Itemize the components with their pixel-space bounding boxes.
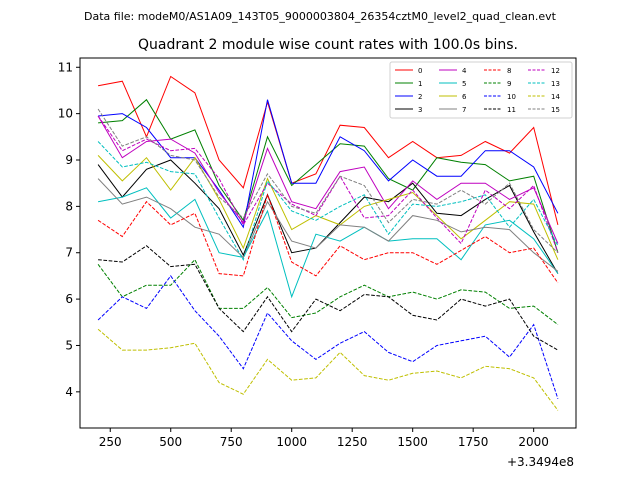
y-tick-label: 10 <box>58 107 73 121</box>
y-tick-label: 4 <box>65 385 73 399</box>
series-line-5 <box>98 187 559 299</box>
series-line-12 <box>97 115 559 253</box>
legend-label-7: 7 <box>462 106 466 114</box>
legend-label-15: 15 <box>551 106 560 114</box>
legend-label-6: 6 <box>462 93 467 101</box>
y-tick-label: 7 <box>65 246 73 260</box>
series-line-10 <box>97 275 559 399</box>
series-line-4 <box>97 115 559 244</box>
legend-label-10: 10 <box>507 93 516 101</box>
legend-label-5: 5 <box>462 80 466 88</box>
series-line-14 <box>97 328 559 411</box>
x-tick-label: 2000 <box>518 435 549 449</box>
series-line-1 <box>98 98 559 253</box>
legend-label-13: 13 <box>551 80 560 88</box>
x-tick-label: 1000 <box>276 435 307 449</box>
chart-suptitle: Data file: modeM0/AS1A09_143T05_90000038… <box>84 10 557 23</box>
legend-label-9: 9 <box>507 80 511 88</box>
legend-label-3: 3 <box>418 106 422 114</box>
x-tick-label: 250 <box>99 435 122 449</box>
series-line-13 <box>97 141 559 261</box>
x-tick-label: 1250 <box>337 435 368 449</box>
legend-label-0: 0 <box>418 67 422 75</box>
x-tick-label: 750 <box>220 435 243 449</box>
legend-frame <box>389 61 573 119</box>
series-line-11 <box>98 245 559 351</box>
y-tick-label: 8 <box>65 199 73 213</box>
legend-label-2: 2 <box>418 93 422 101</box>
series-line-6 <box>97 155 559 260</box>
series-line-2 <box>98 99 559 229</box>
legend-label-4: 4 <box>462 67 467 75</box>
series-line-7 <box>97 178 559 272</box>
legend-label-14: 14 <box>551 93 560 101</box>
plot-area <box>79 57 577 429</box>
legend-label-11: 11 <box>507 106 516 114</box>
y-tick-label: 5 <box>65 338 73 352</box>
x-tick-label: 1500 <box>397 435 428 449</box>
series-layer <box>97 75 559 411</box>
y-tick-label: 9 <box>65 153 73 167</box>
y-axis: 4 5 6 7 8 9 10 11 <box>58 60 80 399</box>
legend-label-8: 8 <box>507 67 511 75</box>
legend-label-1: 1 <box>418 80 422 88</box>
series-line-15 <box>97 108 559 254</box>
series-line-8 <box>97 193 559 284</box>
x-offset-label: +3.3494e8 <box>507 455 574 469</box>
x-axis: 250 500 750 1000 1250 1500 1750 2000 <box>99 428 549 449</box>
chart-title: Quadrant 2 module wise count rates with … <box>138 37 518 53</box>
x-tick-label: 1750 <box>458 435 489 449</box>
y-tick-label: 6 <box>65 292 73 306</box>
series-line-0 <box>98 75 559 226</box>
y-tick-label: 11 <box>58 60 73 74</box>
legend-label-12: 12 <box>551 67 560 75</box>
x-tick-label: 500 <box>159 435 182 449</box>
axes-frame <box>79 57 577 429</box>
